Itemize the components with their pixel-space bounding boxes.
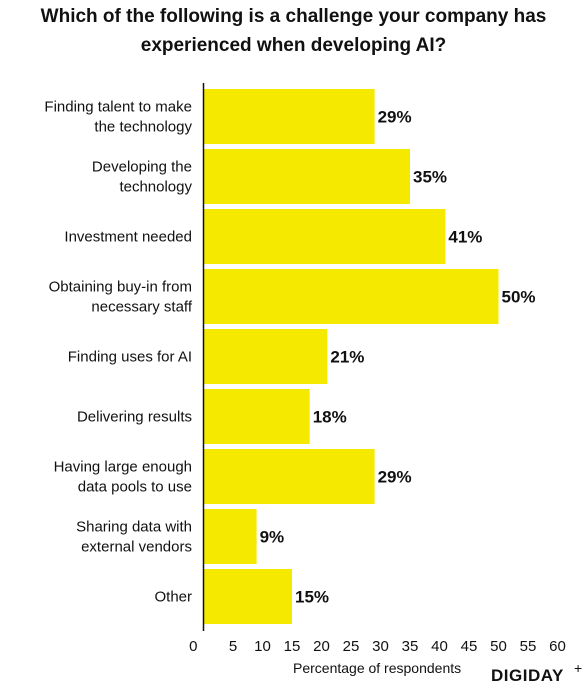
bar-value-label: 29% [378,108,412,127]
chart-title: Which of the following is a challenge yo… [40,6,547,56]
x-tick-label: 10 [254,638,271,655]
x-tick-label: 45 [461,638,478,655]
bar-value-label: 18% [313,408,347,427]
x-tick-label: 20 [313,638,330,655]
category-label: Obtaining buy-in from necessary staff [49,279,193,316]
digiday-logo-plus: + [574,660,583,676]
bar-value-label: 50% [502,288,536,307]
bar [203,329,328,384]
bar [203,89,375,144]
bar [203,149,410,204]
x-tick-label: 40 [431,638,448,655]
bar-value-label: 9% [260,528,285,547]
bar [203,209,446,264]
x-tick-label: 5 [229,638,237,655]
category-label: Finding talent to make the technology [44,99,192,136]
bar-value-label: 29% [378,468,412,487]
x-tick-label: 35 [402,638,419,655]
x-tick-label: 60 [549,638,566,655]
category-label: Investment needed [64,229,192,246]
bar [203,389,310,444]
category-label: Delivering results [77,409,192,426]
bar-value-label: 41% [448,228,482,247]
x-axis-ticks: 0 5 10 15 20 25 30 35 40 45 50 55 60 [189,638,566,655]
x-tick-label: 15 [284,638,301,655]
bars-layer [203,89,499,624]
x-axis-label: Percentage of respondents [293,660,462,676]
category-label: Developing the technology [92,159,193,196]
category-label: Other [154,589,192,606]
bar-value-label: 21% [330,348,364,367]
digiday-logo: DIGIDAY [491,666,564,685]
category-label: Finding uses for AI [68,349,192,366]
x-tick-label: 50 [490,638,507,655]
bar [203,269,499,324]
x-tick-label: 30 [372,638,389,655]
bar [203,449,375,504]
bar [203,509,257,564]
bar [203,569,292,624]
x-tick-label: 55 [520,638,537,655]
x-tick-label: 0 [189,638,197,655]
x-tick-label: 25 [343,638,360,655]
category-label: Having large enough data pools to use [54,459,192,496]
labels-layer: 29% Finding talent to make the technology 3… [44,99,535,607]
bar-value-label: 15% [295,588,329,607]
bar-value-label: 35% [413,168,447,187]
category-label: Sharing data with external vendors [76,519,192,556]
